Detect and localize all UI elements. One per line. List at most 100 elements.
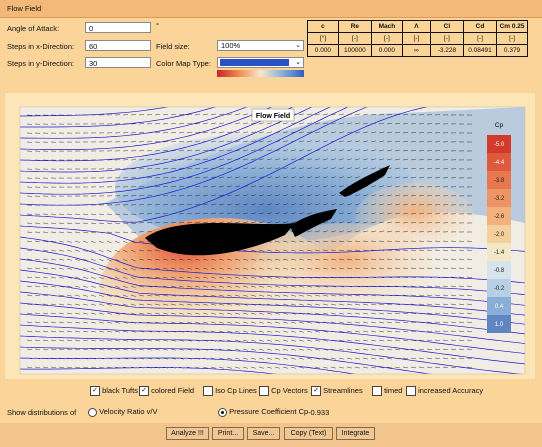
copy-text-button[interactable]: Copy (Text) [284, 427, 333, 440]
option-accuracy[interactable]: increased Accuracy [406, 386, 484, 397]
unit-cell: [-] [462, 32, 498, 45]
angle-input[interactable]: 0 [85, 22, 151, 33]
field-size-label: Field size: [156, 42, 190, 51]
colormap-preview-bar [217, 70, 304, 77]
value-cell: 0.379 [496, 44, 528, 57]
angle-label: Angle of Attack: [7, 24, 60, 33]
option-label: Cp Vectors [271, 386, 308, 395]
colormap-selected-swatch [220, 59, 289, 66]
chevron-down-icon: ⌄ [295, 59, 301, 66]
legend-swatch [487, 135, 511, 153]
cp-legend: Cp -5.0 -4.4 -3.8 -3.2 -2.6 -2.0 -1.4 -0.8 -0.2 0.… [487, 122, 511, 333]
legend-swatch [487, 207, 511, 225]
trailing-zone [355, 183, 475, 253]
radio-label: Velocity Ratio v/V [99, 407, 158, 416]
option-label: Streamlines [323, 386, 363, 395]
window-title: Flow Field [7, 4, 42, 13]
legend-label: 0.4 [495, 304, 504, 310]
option-label: increased Accuracy [418, 386, 484, 395]
distribution-label: Show distributions of [7, 408, 77, 417]
analyze-button[interactable]: Analyze !!! [166, 427, 209, 440]
radio-cp-dot[interactable] [218, 407, 227, 417]
cp-readout: -0.933 [308, 408, 330, 417]
checkbox-cp-vectors[interactable] [259, 386, 269, 397]
legend-swatch [487, 225, 511, 243]
option-timed[interactable]: timed [372, 386, 403, 397]
suction-core [115, 133, 415, 243]
legend-label: -4.4 [494, 160, 505, 166]
header-cell: Re [337, 20, 372, 33]
airfoil-main [145, 223, 295, 256]
option-label: timed [384, 386, 403, 395]
option-black-tufts[interactable]: ✓ black Tufts [90, 386, 138, 397]
table-units-row: [°] [-] [-] [-] [-] [-] [-] [307, 32, 528, 45]
value-cell: 100000 [337, 44, 372, 57]
legend-swatch [487, 315, 511, 333]
flow-field-plot: Flow Field Cp -5.0 -4.4 -3.8 -3.2 -2.6 -2.0 -1.… [19, 106, 526, 375]
colormap-select[interactable]: ⌄ [217, 57, 304, 68]
option-cp-vectors[interactable]: Cp Vectors [259, 386, 308, 397]
header-cell: Cd [462, 20, 498, 33]
unit-cell: [-] [370, 32, 403, 45]
option-colored-field[interactable]: ✓ colored Field [139, 386, 195, 397]
legend-label: -3.2 [494, 196, 505, 202]
header-cell: Mach [370, 20, 403, 33]
legend-label: -5.0 [494, 142, 505, 148]
steps-x-label: Steps in x-Direction: [7, 42, 75, 51]
checkbox-colored-field[interactable]: ✓ [139, 386, 149, 397]
airfoil-flap [290, 209, 337, 237]
header-cell: c [307, 20, 339, 33]
checkbox-black-tufts[interactable]: ✓ [90, 386, 100, 397]
save-button[interactable]: Save... [247, 427, 280, 440]
checkbox-iso-cp[interactable] [203, 386, 213, 397]
title-bar: Flow Field [0, 0, 542, 18]
unit-cell: [-] [496, 32, 528, 45]
integrate-button[interactable]: Integrate [336, 427, 375, 440]
legend-swatch [487, 243, 511, 261]
value-cell: ∞ [401, 44, 432, 57]
legend-label: -3.8 [494, 178, 505, 184]
header-cell: Cl [430, 20, 464, 33]
legend-swatch [487, 153, 511, 171]
legend-label: -2.6 [494, 214, 505, 220]
table-values-row: 0.000 100000 0.000 ∞ -3.228 0.08491 0.37… [307, 44, 528, 57]
field-size-select[interactable]: 100% ⌄ [217, 40, 304, 51]
table-header-row: c Re Mach Λ Cl Cd Cm 0.25 [307, 20, 528, 33]
steps-y-input[interactable]: 30 [85, 57, 151, 68]
angle-unit: ° [156, 21, 159, 30]
steps-y-label: Steps in y-Direction: [7, 59, 75, 68]
flow-field-panel: Flow Field Cp -5.0 -4.4 -3.8 -3.2 -2.6 -2.0 -1.… [5, 93, 535, 379]
radio-velocity-dot[interactable] [88, 407, 97, 417]
legend-swatch [487, 171, 511, 189]
tuft-vectors [26, 113, 473, 369]
legend-swatch [487, 297, 511, 315]
value-cell: 0.000 [370, 44, 403, 57]
unit-cell: [-] [430, 32, 464, 45]
option-label: colored Field [151, 386, 195, 395]
parameters-table: c Re Mach Λ Cl Cd Cm 0.25 [°] [-] [-] [-… [307, 20, 528, 57]
option-iso-cp[interactable]: Iso Cp Lines [203, 386, 257, 397]
checkbox-accuracy[interactable] [406, 386, 416, 397]
legend-swatch [487, 279, 511, 297]
chevron-down-icon: ⌄ [295, 42, 301, 49]
colormap-label: Color Map Type: [156, 59, 211, 68]
steps-x-input[interactable]: 60 [85, 40, 151, 51]
legend-label: -0.2 [494, 286, 505, 292]
legend-label: -0.8 [494, 268, 505, 274]
header-cell: Λ [401, 20, 432, 33]
header-cell: Cm 0.25 [496, 20, 528, 33]
option-streamlines[interactable]: ✓ Streamlines [311, 386, 363, 397]
radio-velocity-ratio[interactable]: Velocity Ratio v/V [88, 407, 157, 417]
legend-label: -2.0 [494, 232, 505, 238]
checkbox-streamlines[interactable]: ✓ [311, 386, 321, 397]
unit-cell: [-] [401, 32, 432, 45]
radio-label: Pressure Coefficient Cp [229, 407, 309, 416]
legend-label: 1.0 [495, 322, 504, 328]
print-button[interactable]: Print... [212, 427, 244, 440]
value-cell: -3.228 [430, 44, 464, 57]
checkbox-timed[interactable] [372, 386, 382, 397]
option-label: black Tufts [102, 386, 138, 395]
radio-pressure-coefficient[interactable]: Pressure Coefficient Cp [218, 407, 308, 417]
legend-title: Cp [495, 122, 504, 129]
streamlines [20, 107, 525, 374]
